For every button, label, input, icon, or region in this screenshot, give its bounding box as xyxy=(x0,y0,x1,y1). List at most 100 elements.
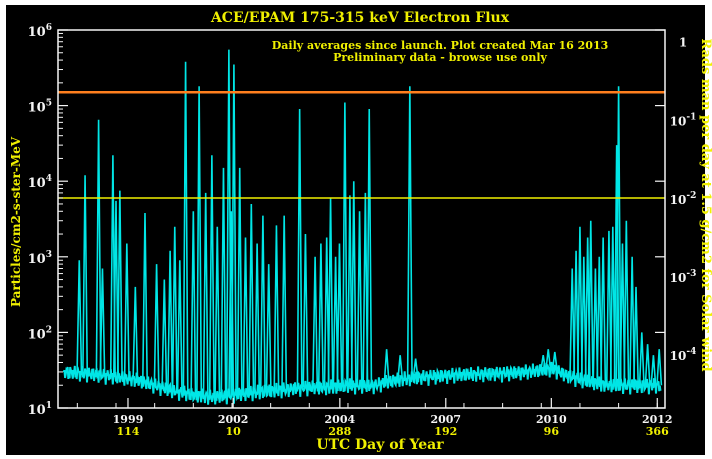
data-spike-65 xyxy=(613,145,620,386)
x-tick-year-1: 2002 xyxy=(218,413,249,426)
data-spike-12 xyxy=(167,250,174,390)
data-spike-42 xyxy=(346,195,353,386)
x-tick-year-3: 2007 xyxy=(430,413,461,426)
data-spike-33 xyxy=(296,109,303,388)
y-tick-label-1: 102 xyxy=(28,325,52,342)
data-spike-36 xyxy=(317,243,324,387)
data-spike-27 xyxy=(248,203,255,393)
chart-subtitle-line2: Preliminary data - browse use only xyxy=(333,51,547,64)
data-spike-34 xyxy=(302,234,309,388)
data-spike-60 xyxy=(592,268,599,383)
x-tick-doy-3: 192 xyxy=(434,425,457,438)
x-tick-doy-2: 288 xyxy=(328,425,351,438)
data-spike-0 xyxy=(76,260,83,373)
data-spike-24 xyxy=(230,64,237,395)
data-spike-44 xyxy=(356,211,363,386)
data-spike-29 xyxy=(259,215,266,392)
x-tick-year-2: 2004 xyxy=(325,413,356,426)
data-spike-1 xyxy=(82,175,89,374)
data-spike-19 xyxy=(208,155,215,397)
y2-tick-label-1: 10-1 xyxy=(670,112,697,128)
y-tick-label-2: 103 xyxy=(28,250,52,267)
data-spike-57 xyxy=(580,256,587,381)
x-tick-doy-0: 114 xyxy=(116,425,139,438)
data-spike-68 xyxy=(623,220,630,386)
x-tick-doy-1: 10 xyxy=(225,425,241,438)
data-spike-25 xyxy=(236,167,243,394)
data-spike-21 xyxy=(220,167,227,396)
data-spike-31 xyxy=(273,225,280,391)
data-spike-11 xyxy=(161,279,168,388)
baseline-series-line xyxy=(62,361,662,405)
data-spike-70 xyxy=(633,286,640,386)
y2-tick-label-2: 10-2 xyxy=(670,191,697,207)
y-tick-label-4: 105 xyxy=(28,99,52,116)
data-spike-39 xyxy=(332,256,339,387)
y2-axis-label: Rads man per day at 1.5 g/cm2 for Solar … xyxy=(698,38,712,371)
data-spike-43 xyxy=(350,181,357,386)
data-spike-62 xyxy=(600,237,607,384)
data-spike-40 xyxy=(336,243,343,386)
data-spike-9 xyxy=(141,212,148,383)
data-spike-16 xyxy=(190,211,197,395)
chart-subtitle-line1: Daily averages since launch. Plot create… xyxy=(272,39,609,52)
data-spike-63 xyxy=(605,230,612,385)
data-spike-53 xyxy=(551,351,558,370)
data-spike-56 xyxy=(576,226,583,380)
data-spike-69 xyxy=(629,256,636,386)
y-axis-label: Particles/cm2-s-ster-MeV xyxy=(9,136,23,307)
data-spike-47 xyxy=(383,349,390,382)
data-spike-71 xyxy=(638,332,645,386)
data-spike-5 xyxy=(112,200,119,377)
data-spike-51 xyxy=(540,355,547,370)
threshold-layer xyxy=(58,91,665,199)
data-spike-15 xyxy=(182,61,189,393)
data-layer xyxy=(62,49,663,405)
data-spike-35 xyxy=(312,256,319,387)
data-spike-50 xyxy=(412,358,419,378)
data-spike-7 xyxy=(123,243,130,379)
plot-area-border xyxy=(57,29,666,409)
data-spike-46 xyxy=(366,109,373,386)
data-spike-49 xyxy=(406,86,413,379)
y2-tick-label-0: 1 xyxy=(679,36,687,50)
y-tick-label-5: 106 xyxy=(28,23,52,40)
data-spike-14 xyxy=(176,260,183,392)
data-spike-48 xyxy=(397,355,404,380)
data-spike-67 xyxy=(619,243,626,386)
x-tick-doy-4: 96 xyxy=(544,425,560,438)
data-spike-17 xyxy=(196,86,203,396)
chart-title: ACE/EPAM 175-315 keV Electron Flux xyxy=(210,10,510,26)
data-spike-72 xyxy=(644,344,651,386)
data-spike-41 xyxy=(341,102,348,386)
y2-tick-label-3: 10-3 xyxy=(670,269,697,285)
data-spike-6 xyxy=(116,190,123,378)
x-tick-doy-5: 366 xyxy=(646,425,669,438)
data-spike-66 xyxy=(615,86,622,386)
data-spike-10 xyxy=(153,264,160,386)
data-spike-3 xyxy=(99,268,106,375)
data-spike-30 xyxy=(265,264,272,391)
data-spike-54 xyxy=(569,268,576,377)
data-spike-18 xyxy=(202,192,209,397)
data-spike-26 xyxy=(242,237,249,394)
data-spike-74 xyxy=(656,349,663,386)
data-spike-55 xyxy=(573,250,580,378)
y-tick-label-0: 101 xyxy=(28,401,52,418)
data-spike-73 xyxy=(650,355,657,386)
data-spike-8 xyxy=(132,286,139,380)
y-tick-label-3: 104 xyxy=(28,174,52,191)
data-spike-13 xyxy=(171,226,178,391)
y2-tick-label-4: 10-4 xyxy=(670,347,697,363)
data-spike-59 xyxy=(587,220,594,382)
data-spike-52 xyxy=(545,349,552,370)
data-spike-20 xyxy=(214,226,221,397)
x-axis-label: UTC Day of Year xyxy=(316,437,444,453)
data-spike-2 xyxy=(95,119,102,375)
x-tick-year-5: 2012 xyxy=(642,413,673,426)
data-spike-32 xyxy=(281,215,288,390)
data-spike-28 xyxy=(254,243,261,392)
x-tick-year-4: 2010 xyxy=(536,413,567,426)
